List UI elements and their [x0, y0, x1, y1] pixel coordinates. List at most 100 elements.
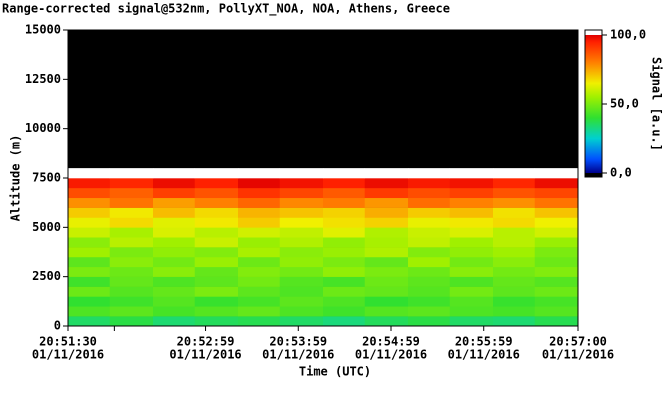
heatmap-cell	[68, 168, 111, 179]
heatmap-cell	[493, 187, 536, 199]
colorbar-under	[585, 173, 602, 177]
heatmap-cell	[493, 306, 536, 317]
heatmap-cell	[534, 316, 579, 327]
heatmap-cell	[534, 276, 579, 287]
heatmap-cell	[238, 286, 281, 297]
heatmap-cell	[153, 306, 196, 317]
heatmap-cell	[279, 286, 324, 297]
heatmap-cell	[449, 207, 494, 218]
x-tick-label: 20:54:59	[362, 335, 420, 349]
heatmap-cell	[323, 286, 366, 297]
heatmap-cell	[493, 217, 536, 228]
heatmap-cell	[493, 237, 536, 248]
heatmap-cell	[323, 227, 366, 238]
heatmap-cell	[238, 187, 281, 199]
heatmap-cell	[238, 227, 281, 238]
heatmap-cell	[194, 227, 239, 238]
heatmap-cell	[323, 217, 366, 228]
heatmap-cell	[449, 178, 494, 189]
heatmap-cell	[109, 266, 154, 277]
x-tick-date: 01/11/2016	[32, 348, 104, 362]
heatmap-cell	[194, 296, 239, 307]
heatmap-cell	[449, 306, 494, 317]
heatmap-cell	[194, 197, 239, 208]
heatmap-cell	[364, 178, 409, 189]
x-tick-label: 20:57:00	[549, 335, 607, 349]
y-tick-label: 15000	[25, 23, 61, 37]
heatmap-cell	[238, 217, 281, 228]
colorbar-tick-label: 0,0	[610, 166, 632, 180]
heatmap-cell	[323, 197, 366, 208]
heatmap-cell	[194, 178, 239, 189]
heatmap-cell	[408, 306, 451, 317]
heatmap-cell	[408, 187, 451, 199]
heatmap-cell	[449, 197, 494, 208]
heatmap-cell	[449, 168, 494, 179]
heatmap-cell	[534, 266, 579, 277]
heatmap-cell	[449, 217, 494, 228]
heatmap-cell	[238, 256, 281, 268]
heatmap-cell	[68, 187, 111, 199]
y-tick-label: 5000	[32, 220, 61, 234]
heatmap-cell	[68, 227, 111, 238]
heatmap-cell	[238, 168, 281, 179]
heatmap-cell	[534, 168, 579, 179]
heatmap-cell	[449, 227, 494, 238]
heatmap-cell	[493, 197, 536, 208]
heatmap-cell	[493, 256, 536, 268]
heatmap-cell	[238, 296, 281, 307]
heatmap-cell	[153, 187, 196, 199]
heatmap-cell	[153, 197, 196, 208]
heatmap-cell	[534, 306, 579, 317]
heatmap-cell	[323, 178, 366, 189]
heatmap-cell	[364, 187, 409, 199]
heatmap-cell	[279, 217, 324, 228]
y-tick-label: 0	[54, 319, 61, 333]
heatmap-cell	[238, 178, 281, 189]
heatmap-cell	[449, 237, 494, 248]
heatmap-cell	[109, 227, 154, 238]
x-tick-date: 01/11/2016	[355, 348, 427, 362]
heatmap-cell	[279, 256, 324, 268]
heatmap-cell	[493, 247, 536, 258]
heatmap-cell	[493, 296, 536, 307]
heatmap-cell	[109, 207, 154, 218]
heatmap-cell	[194, 306, 239, 317]
heatmap-cell	[109, 217, 154, 228]
heatmap-cell	[493, 286, 536, 297]
x-axis-label: Time (UTC)	[299, 365, 371, 379]
heatmap-cell	[364, 168, 409, 179]
colorbar-tick-label: 100,0	[610, 28, 646, 42]
heatmap-cell	[534, 178, 579, 189]
heatmap-cell	[279, 247, 324, 258]
heatmap-cell	[153, 207, 196, 218]
heatmap-cell	[364, 296, 409, 307]
heatmap-cell	[109, 197, 154, 208]
x-tick-date: 01/11/2016	[542, 348, 614, 362]
heatmap-cell	[408, 237, 451, 248]
heatmap-cell	[534, 286, 579, 297]
heatmap-cell	[153, 178, 196, 189]
heatmap-cell	[408, 168, 451, 179]
heatmap-cell	[109, 178, 154, 189]
heatmap-cell	[153, 286, 196, 297]
heatmap-cell	[534, 247, 579, 258]
heatmap-cell	[68, 247, 111, 258]
heatmap-cell	[364, 286, 409, 297]
heatmap-cell	[408, 286, 451, 297]
heatmap-cell	[364, 197, 409, 208]
heatmap-cell	[323, 168, 366, 179]
x-tick-date: 01/11/2016	[262, 348, 334, 362]
heatmap-cell	[238, 306, 281, 317]
heatmap-cell	[153, 237, 196, 248]
heatmap-cell	[364, 207, 409, 218]
heatmap-cell	[153, 247, 196, 258]
colorbar	[585, 35, 602, 173]
heatmap-cell	[364, 266, 409, 277]
heatmap-cell	[449, 187, 494, 199]
heatmap-cell	[534, 207, 579, 218]
heatmap-cell	[238, 197, 281, 208]
heatmap-cell	[534, 296, 579, 307]
heatmap-cell	[109, 306, 154, 317]
